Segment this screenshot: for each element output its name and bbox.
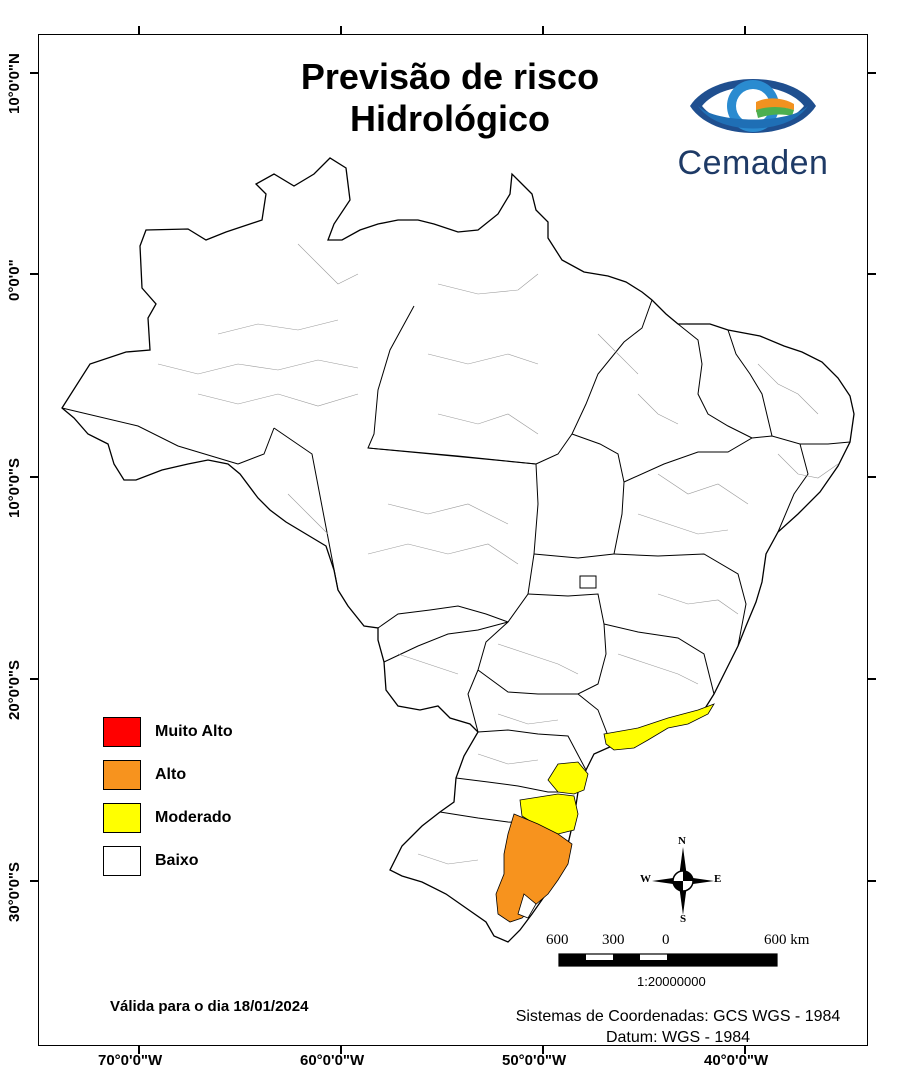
state-boundary [273, 427, 339, 591]
lon-tick [340, 1046, 342, 1054]
map-title-line2: Hidrológico [350, 98, 550, 139]
lon-label-70w: 70°0'0"W [98, 1052, 163, 1069]
scale-label: 300 [602, 932, 625, 948]
brazil-outline [61, 157, 855, 943]
lat-label-30s: 30°0'0"S [6, 861, 23, 922]
lat-tick [868, 476, 876, 478]
legend-item: Moderado [103, 796, 233, 839]
legend-label: Moderado [155, 808, 232, 826]
lat-tick [868, 273, 876, 275]
state-boundary [777, 443, 809, 533]
state-boundary [677, 323, 753, 439]
scale-bar-graphic [558, 953, 778, 967]
state-boundary [467, 669, 479, 733]
coordinate-system-line2: Datum: WGS - 1984 [605, 1029, 751, 1046]
lon-tick [542, 1046, 544, 1054]
state-boundary [237, 427, 275, 465]
legend-swatch-alto [103, 759, 141, 790]
validity-prefix: Válida para o dia [110, 998, 230, 1015]
cemaden-eye-icon [690, 79, 816, 133]
compass-w: W [640, 873, 651, 885]
state-boundary [61, 407, 239, 465]
legend-item: Alto [103, 753, 233, 796]
state-boundary [535, 299, 653, 465]
state-boundary [477, 729, 587, 771]
lat-label-0: 0°0'0" [6, 259, 23, 301]
lagoon [517, 893, 537, 919]
scale-label: 0 [662, 932, 670, 948]
state-boundary [477, 593, 607, 695]
state-boundary [377, 605, 509, 629]
lat-tick [868, 678, 876, 680]
map-title-line1: Previsão de risco [300, 56, 600, 97]
legend-label: Alto [155, 765, 187, 783]
lat-tick [30, 476, 38, 478]
federal-district [579, 575, 597, 589]
lat-tick [868, 880, 876, 882]
coordinate-system: Sistemas de Coordenadas: GCS WGS - 1984 … [492, 1006, 864, 1048]
legend-swatch-moderado [103, 802, 141, 833]
state-boundary [613, 553, 747, 647]
lat-tick [30, 678, 38, 680]
state-boundary [603, 623, 715, 695]
legend-swatch-baixo [103, 845, 141, 876]
lon-tick [744, 26, 746, 34]
state-boundary [571, 433, 625, 555]
legend-label: Baixo [155, 851, 199, 869]
state-boundary [367, 447, 537, 465]
lat-label-10n: 10°0'0"N [6, 53, 23, 114]
risk-zone-moderado [547, 761, 589, 795]
lat-tick [30, 273, 38, 275]
compass-e: E [714, 873, 722, 885]
validity-note: Válida para o dia 18/01/2024 [110, 998, 308, 1015]
legend-item: Baixo [103, 839, 233, 882]
lon-tick [340, 26, 342, 34]
lon-label-50w: 50°0'0"W [502, 1052, 567, 1069]
map-frame [38, 34, 868, 1046]
compass-rose [652, 847, 714, 915]
map-title: Previsão de risco Hidrológico [230, 56, 670, 140]
validity-date: 18/01/2024 [233, 998, 309, 1015]
lon-tick [138, 26, 140, 34]
scale-label: 600 km [764, 932, 810, 948]
north-arrow-icon: N S W E [640, 835, 726, 927]
scale-bar: 600 300 0 600 km 1:20000000 [542, 930, 832, 990]
lon-tick [542, 26, 544, 34]
scale-label: 600 [546, 932, 569, 948]
state-boundary [533, 553, 615, 559]
compass-n: N [678, 835, 686, 847]
compass-s: S [680, 913, 687, 925]
state-boundary [727, 329, 773, 437]
legend-swatch-muito-alto [103, 716, 141, 747]
coordinate-system-line1: Sistemas de Coordenadas: GCS WGS - 1984 [515, 1008, 841, 1025]
lat-tick [868, 72, 876, 74]
lon-tick [138, 1046, 140, 1054]
cemaden-logo-text: Cemaden [677, 144, 829, 182]
legend: Muito Alto Alto Moderado Baixo [103, 710, 233, 882]
lon-label-40w: 40°0'0"W [704, 1052, 769, 1069]
risk-zone-moderado [603, 703, 715, 751]
brazil-map [61, 157, 855, 943]
scale-ratio: 1:20000000 [637, 974, 706, 989]
legend-item: Muito Alto [103, 710, 233, 753]
lat-label-20s: 20°0'0"S [6, 659, 23, 720]
lon-label-60w: 60°0'0"W [300, 1052, 365, 1069]
cemaden-logo: Cemaden [668, 66, 838, 186]
state-boundary [383, 621, 509, 663]
lon-tick [744, 1046, 746, 1054]
lat-label-10s: 10°0'0"S [6, 457, 23, 518]
lat-tick [30, 72, 38, 74]
lat-tick [30, 880, 38, 882]
legend-label: Muito Alto [155, 722, 233, 740]
